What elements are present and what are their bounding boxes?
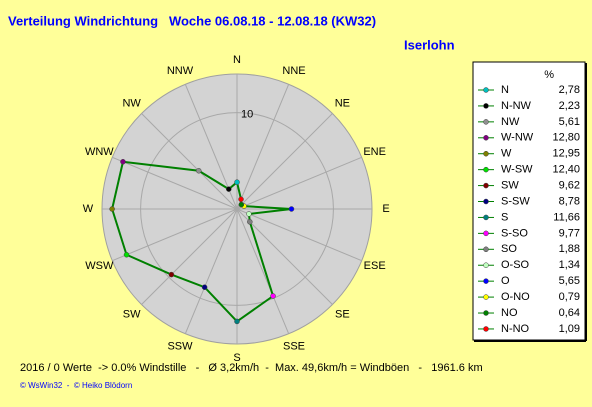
point-marker [168, 271, 175, 278]
legend-value: 11,66 [553, 211, 580, 223]
point-marker [270, 293, 276, 299]
direction-label: SW [123, 308, 141, 320]
legend-label: W [501, 148, 512, 160]
legend-marker [483, 294, 489, 300]
legend-value: 12,95 [552, 148, 580, 160]
spoke [236, 113, 333, 210]
legend-marker [483, 119, 489, 125]
footer-copyright: © WsWin32 - © Heiko Blödorn [20, 381, 132, 390]
legend-marker [483, 103, 489, 109]
direction-label: SSE [283, 341, 305, 353]
legend-value: 2,78 [559, 84, 580, 96]
legend-value: 1,09 [559, 323, 580, 335]
legend-value: 9,62 [559, 179, 580, 191]
chart-subtitle: Iserlohn [404, 37, 455, 52]
legend-value: 2,23 [559, 100, 580, 112]
direction-label: WSW [85, 260, 114, 272]
spoke [141, 113, 238, 210]
direction-label: SSW [167, 341, 193, 353]
legend-value: 12,40 [552, 164, 580, 176]
point-marker [247, 219, 253, 225]
legend-marker [483, 278, 489, 284]
legend-marker [483, 262, 489, 268]
legend-marker [483, 135, 489, 141]
spoke [236, 208, 333, 305]
point-marker [234, 179, 240, 185]
legend-marker [483, 87, 489, 93]
spoke [141, 208, 238, 305]
legend-label: NW [501, 116, 520, 128]
direction-label: ENE [363, 146, 386, 158]
spoke [236, 156, 362, 210]
r-tick-label: 10 [241, 108, 253, 120]
legend-label: O-NO [501, 291, 530, 303]
legend-value: 0,64 [559, 307, 580, 319]
legend-value: 8,78 [559, 195, 580, 207]
legend-marker [483, 246, 489, 253]
legend-value: 1,34 [559, 259, 580, 271]
legend-value: 1,88 [559, 243, 580, 255]
legend-header: % [544, 69, 554, 81]
legend-label: NO [501, 307, 518, 319]
legend-marker [483, 182, 489, 189]
legend-label: SW [501, 179, 519, 191]
spoke [236, 208, 290, 334]
point-marker [123, 252, 130, 258]
legend-value: 5,65 [559, 275, 580, 287]
spoke [112, 208, 238, 262]
spoke [236, 208, 362, 262]
direction-label: SE [335, 308, 350, 320]
legend-label: O-SO [501, 259, 530, 271]
legend-marker [483, 166, 489, 173]
direction-label: W [83, 203, 94, 215]
legend-marker [483, 150, 489, 157]
grid-circle [140, 112, 334, 306]
legend-label: W-SW [501, 164, 533, 176]
point-marker [109, 206, 115, 212]
legend-marker [483, 230, 489, 237]
legend-label: N-NW [501, 100, 532, 112]
point-marker [195, 167, 202, 174]
direction-label: E [382, 203, 389, 215]
legend-label: S-SW [501, 195, 530, 207]
spoke [236, 84, 290, 210]
direction-label: ESE [364, 260, 386, 272]
footer-stats: 2016 / 0 Werte -> 0.0% Windstille - Ø 3,… [20, 362, 483, 374]
legend-box [472, 61, 586, 341]
point-marker [238, 201, 245, 208]
legend-value: 9,77 [559, 227, 580, 239]
spoke [184, 208, 238, 334]
direction-label: NW [122, 98, 141, 110]
direction-label: NNE [282, 65, 305, 77]
direction-label: S [233, 352, 240, 364]
legend-marker [483, 326, 489, 332]
point-marker [238, 196, 244, 203]
legend-value: 5,61 [559, 116, 580, 128]
legend-value: 0,79 [559, 291, 580, 303]
spoke [112, 156, 238, 210]
legend-marker [483, 198, 489, 205]
direction-label: N [233, 54, 241, 66]
direction-label: WNW [85, 146, 114, 158]
direction-label: NE [335, 98, 350, 110]
legend-marker [483, 214, 489, 221]
legend-label: S [501, 211, 508, 223]
legend-value: 12,80 [552, 132, 580, 144]
point-marker [246, 211, 252, 217]
point-marker [288, 206, 295, 212]
legend-label: SO [501, 243, 517, 255]
legend-label: N-NO [501, 323, 530, 335]
legend-label: W-NW [501, 132, 534, 144]
point-marker [234, 318, 240, 325]
legend-label: S-SO [501, 227, 528, 239]
point-marker [201, 284, 208, 290]
point-marker [120, 159, 126, 165]
chart-title: Verteilung Windrichtung Woche 06.08.18 -… [8, 13, 376, 28]
legend-marker [483, 310, 489, 316]
point-marker [226, 186, 232, 192]
legend-label: O [501, 275, 510, 287]
legend-label: N [501, 84, 509, 96]
direction-label: NNW [167, 65, 194, 77]
